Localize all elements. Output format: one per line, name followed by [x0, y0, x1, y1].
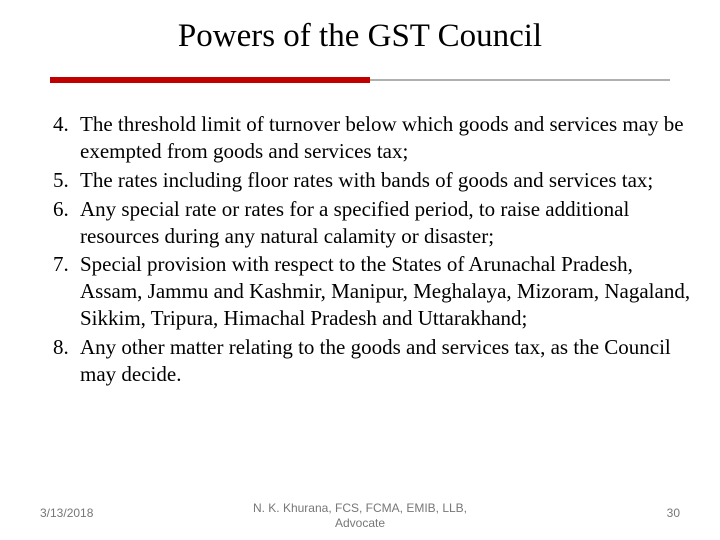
footer-author: N. K. Khurana, FCS, FCMA, EMIB, LLB, Adv… — [0, 501, 720, 530]
footer-author-line1: N. K. Khurana, FCS, FCMA, EMIB, LLB, — [253, 501, 467, 515]
slide: Powers of the GST Council The threshold … — [0, 0, 720, 540]
numbered-list: The threshold limit of turnover below wh… — [28, 111, 692, 388]
footer-page-number: 30 — [667, 506, 680, 520]
content-area: The threshold limit of turnover below wh… — [0, 83, 720, 388]
footer-author-line2: Advocate — [335, 516, 385, 530]
slide-title: Powers of the GST Council — [0, 0, 720, 65]
list-item: The threshold limit of turnover below wh… — [74, 111, 692, 165]
list-item: Any special rate or rates for a specifie… — [74, 196, 692, 250]
title-rule-red — [50, 77, 370, 83]
list-item: Any other matter relating to the goods a… — [74, 334, 692, 388]
title-rule-grey — [370, 79, 670, 81]
list-item: The rates including floor rates with ban… — [74, 167, 692, 194]
list-item: Special provision with respect to the St… — [74, 251, 692, 332]
title-rule — [50, 77, 670, 83]
